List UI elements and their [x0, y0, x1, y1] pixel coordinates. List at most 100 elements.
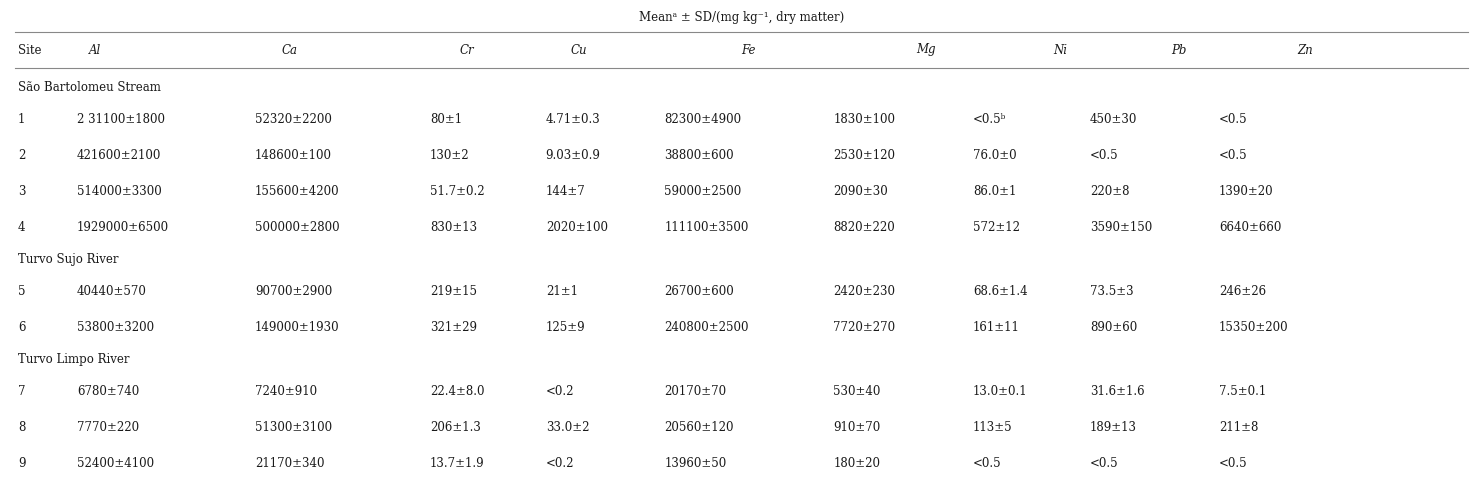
Text: 7: 7 — [18, 385, 25, 398]
Text: 3: 3 — [18, 185, 25, 197]
Text: Fe: Fe — [742, 44, 756, 57]
Text: <0.5: <0.5 — [973, 457, 1001, 469]
Text: 6640±660: 6640±660 — [1219, 221, 1281, 234]
Text: 2090±30: 2090±30 — [833, 185, 888, 197]
Text: 38800±600: 38800±600 — [664, 149, 734, 162]
Text: <0.5: <0.5 — [1219, 457, 1247, 469]
Text: 219±15: 219±15 — [430, 285, 478, 298]
Text: Zn: Zn — [1298, 44, 1314, 57]
Text: 22.4±8.0: 22.4±8.0 — [430, 385, 485, 398]
Text: 73.5±3: 73.5±3 — [1090, 285, 1133, 298]
Text: 76.0±0: 76.0±0 — [973, 149, 1016, 162]
Text: Cu: Cu — [571, 44, 587, 57]
Text: 206±1.3: 206±1.3 — [430, 421, 480, 434]
Text: 53800±3200: 53800±3200 — [77, 321, 154, 333]
Text: 15350±200: 15350±200 — [1219, 321, 1289, 333]
Text: 111100±3500: 111100±3500 — [664, 221, 749, 234]
Text: 113±5: 113±5 — [973, 421, 1013, 434]
Text: 180±20: 180±20 — [833, 457, 881, 469]
Text: 21170±340: 21170±340 — [255, 457, 325, 469]
Text: 321±29: 321±29 — [430, 321, 478, 333]
Text: 572±12: 572±12 — [973, 221, 1020, 234]
Text: Pb: Pb — [1172, 44, 1186, 57]
Text: 51.7±0.2: 51.7±0.2 — [430, 185, 485, 197]
Text: 7.5±0.1: 7.5±0.1 — [1219, 385, 1266, 398]
Text: Cr: Cr — [460, 44, 475, 57]
Text: 40440±570: 40440±570 — [77, 285, 147, 298]
Text: 2020±100: 2020±100 — [546, 221, 608, 234]
Text: Al: Al — [89, 44, 101, 57]
Text: 68.6±1.4: 68.6±1.4 — [973, 285, 1028, 298]
Text: 211±8: 211±8 — [1219, 421, 1259, 434]
Text: 130±2: 130±2 — [430, 149, 470, 162]
Text: 80±1: 80±1 — [430, 113, 463, 126]
Text: 90700±2900: 90700±2900 — [255, 285, 332, 298]
Text: 421600±2100: 421600±2100 — [77, 149, 162, 162]
Text: 7240±910: 7240±910 — [255, 385, 317, 398]
Text: 3590±150: 3590±150 — [1090, 221, 1152, 234]
Text: 20560±120: 20560±120 — [664, 421, 734, 434]
Text: Turvo Sujo River: Turvo Sujo River — [18, 253, 119, 266]
Text: 9: 9 — [18, 457, 25, 469]
Text: Mg: Mg — [916, 44, 936, 57]
Text: 161±11: 161±11 — [973, 321, 1020, 333]
Text: 1929000±6500: 1929000±6500 — [77, 221, 169, 234]
Text: 8820±220: 8820±220 — [833, 221, 896, 234]
Text: Site: Site — [18, 44, 42, 57]
Text: 5: 5 — [18, 285, 25, 298]
Text: 21±1: 21±1 — [546, 285, 578, 298]
Text: Turvo Limpo River: Turvo Limpo River — [18, 353, 129, 366]
Text: 1: 1 — [18, 113, 25, 126]
Text: 51300±3100: 51300±3100 — [255, 421, 332, 434]
Text: 13.0±0.1: 13.0±0.1 — [973, 385, 1028, 398]
Text: 2420±230: 2420±230 — [833, 285, 896, 298]
Text: <0.5: <0.5 — [1219, 113, 1247, 126]
Text: 149000±1930: 149000±1930 — [255, 321, 340, 333]
Text: 4: 4 — [18, 221, 25, 234]
Text: <0.2: <0.2 — [546, 385, 574, 398]
Text: 1830±100: 1830±100 — [833, 113, 896, 126]
Text: 530±40: 530±40 — [833, 385, 881, 398]
Text: <0.5: <0.5 — [1090, 457, 1118, 469]
Text: 155600±4200: 155600±4200 — [255, 185, 340, 197]
Text: Meanᵃ ± SD/(mg kg⁻¹, dry matter): Meanᵃ ± SD/(mg kg⁻¹, dry matter) — [639, 12, 844, 25]
Text: Ni: Ni — [1053, 44, 1066, 57]
Text: 9.03±0.9: 9.03±0.9 — [546, 149, 601, 162]
Text: 2 31100±1800: 2 31100±1800 — [77, 113, 165, 126]
Text: 890±60: 890±60 — [1090, 321, 1137, 333]
Text: 82300±4900: 82300±4900 — [664, 113, 742, 126]
Text: 6780±740: 6780±740 — [77, 385, 139, 398]
Text: 7770±220: 7770±220 — [77, 421, 139, 434]
Text: <0.5: <0.5 — [1090, 149, 1118, 162]
Text: 189±13: 189±13 — [1090, 421, 1137, 434]
Text: 13.7±1.9: 13.7±1.9 — [430, 457, 485, 469]
Text: <0.2: <0.2 — [546, 457, 574, 469]
Text: 59000±2500: 59000±2500 — [664, 185, 742, 197]
Text: 20170±70: 20170±70 — [664, 385, 727, 398]
Text: 52400±4100: 52400±4100 — [77, 457, 154, 469]
Text: 450±30: 450±30 — [1090, 113, 1137, 126]
Text: 2530±120: 2530±120 — [833, 149, 896, 162]
Text: 220±8: 220±8 — [1090, 185, 1130, 197]
Text: 31.6±1.6: 31.6±1.6 — [1090, 385, 1145, 398]
Text: 500000±2800: 500000±2800 — [255, 221, 340, 234]
Text: 830±13: 830±13 — [430, 221, 478, 234]
Text: 1390±20: 1390±20 — [1219, 185, 1274, 197]
Text: 8: 8 — [18, 421, 25, 434]
Text: 2: 2 — [18, 149, 25, 162]
Text: 125±9: 125±9 — [546, 321, 586, 333]
Text: 26700±600: 26700±600 — [664, 285, 734, 298]
Text: 148600±100: 148600±100 — [255, 149, 332, 162]
Text: 144±7: 144±7 — [546, 185, 586, 197]
Text: 910±70: 910±70 — [833, 421, 881, 434]
Text: 6: 6 — [18, 321, 25, 333]
Text: 246±26: 246±26 — [1219, 285, 1266, 298]
Text: 4.71±0.3: 4.71±0.3 — [546, 113, 601, 126]
Text: Ca: Ca — [282, 44, 298, 57]
Text: 13960±50: 13960±50 — [664, 457, 727, 469]
Text: <0.5: <0.5 — [1219, 149, 1247, 162]
Text: São Bartolomeu Stream: São Bartolomeu Stream — [18, 81, 160, 94]
Text: 240800±2500: 240800±2500 — [664, 321, 749, 333]
Text: 7720±270: 7720±270 — [833, 321, 896, 333]
Text: 86.0±1: 86.0±1 — [973, 185, 1016, 197]
